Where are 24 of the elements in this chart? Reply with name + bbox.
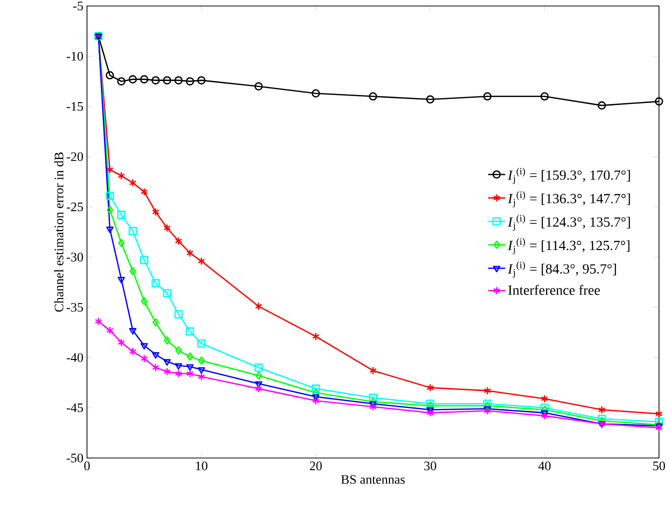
y-tick-label: -20 <box>66 152 83 162</box>
y-axis-title: Channel estimation error in dB <box>54 152 64 312</box>
y-tick-label: -25 <box>66 202 83 212</box>
y-tick-label: -50 <box>66 454 83 462</box>
x-tick-label: 20 <box>310 462 322 470</box>
legend-label: I$_{j}$$^{(i)}$ = [114.3°, 125.7°] <box>508 238 630 254</box>
legend-label: I$_{j}$$^{(i)}$ = [159.3°, 170.7°] <box>508 168 630 184</box>
y-tick-label: -40 <box>66 353 83 362</box>
x-tick-label: 0 <box>84 462 90 470</box>
legend-label: I$_{j}$$^{(i)}$ = [124.3°, 135.7°] <box>508 214 630 231</box>
y-tick-label: -45 <box>66 403 83 412</box>
x-tick-label: 10 <box>196 462 208 470</box>
x-tick-label: 40 <box>538 462 551 470</box>
y-tick-label: -5 <box>73 2 83 10</box>
legend-label: Interference free <box>508 284 600 295</box>
legend-label: I$_{j}$$^{(i)}$ = [136.3°, 147.7°] <box>508 191 630 208</box>
y-tick-label: -15 <box>66 102 83 111</box>
legend-label: I$_{j}$$^{(i)}$ = [84.3°, 95.7°] <box>508 261 616 278</box>
y-tick-label: -10 <box>66 52 83 61</box>
x-tick-label: 50 <box>653 462 665 470</box>
y-tick-label: -30 <box>66 252 83 262</box>
x-tick-label: 30 <box>424 462 436 470</box>
x-axis-title: BS antennas <box>341 475 405 484</box>
y-tick-label: -35 <box>66 302 83 312</box>
